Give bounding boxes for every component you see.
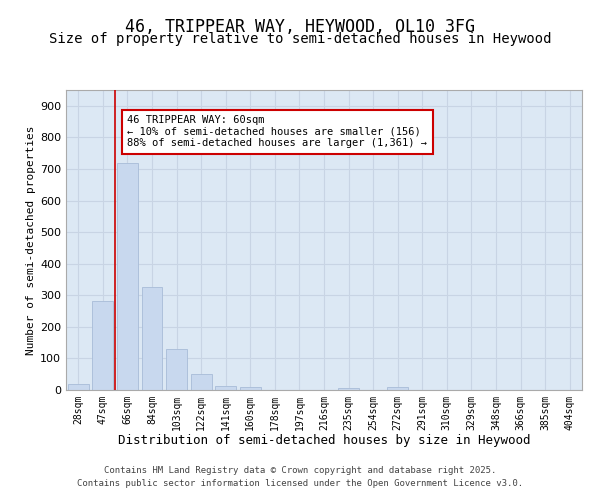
Text: Contains HM Land Registry data © Crown copyright and database right 2025.
Contai: Contains HM Land Registry data © Crown c… — [77, 466, 523, 487]
Bar — [92, 300, 113, 390]
Bar — [338, 388, 359, 390]
X-axis label: Distribution of semi-detached houses by size in Heywood: Distribution of semi-detached houses by … — [118, 434, 530, 448]
Bar — [191, 374, 212, 390]
Bar — [240, 388, 261, 390]
Bar — [166, 349, 187, 390]
Bar — [117, 164, 138, 390]
Bar — [387, 388, 408, 390]
Text: 46 TRIPPEAR WAY: 60sqm
← 10% of semi-detached houses are smaller (156)
88% of se: 46 TRIPPEAR WAY: 60sqm ← 10% of semi-det… — [127, 116, 427, 148]
Text: 46, TRIPPEAR WAY, HEYWOOD, OL10 3FG: 46, TRIPPEAR WAY, HEYWOOD, OL10 3FG — [125, 18, 475, 36]
Bar — [68, 384, 89, 390]
Bar — [142, 288, 163, 390]
Y-axis label: Number of semi-detached properties: Number of semi-detached properties — [26, 125, 36, 355]
Text: Size of property relative to semi-detached houses in Heywood: Size of property relative to semi-detach… — [49, 32, 551, 46]
Bar — [215, 386, 236, 390]
